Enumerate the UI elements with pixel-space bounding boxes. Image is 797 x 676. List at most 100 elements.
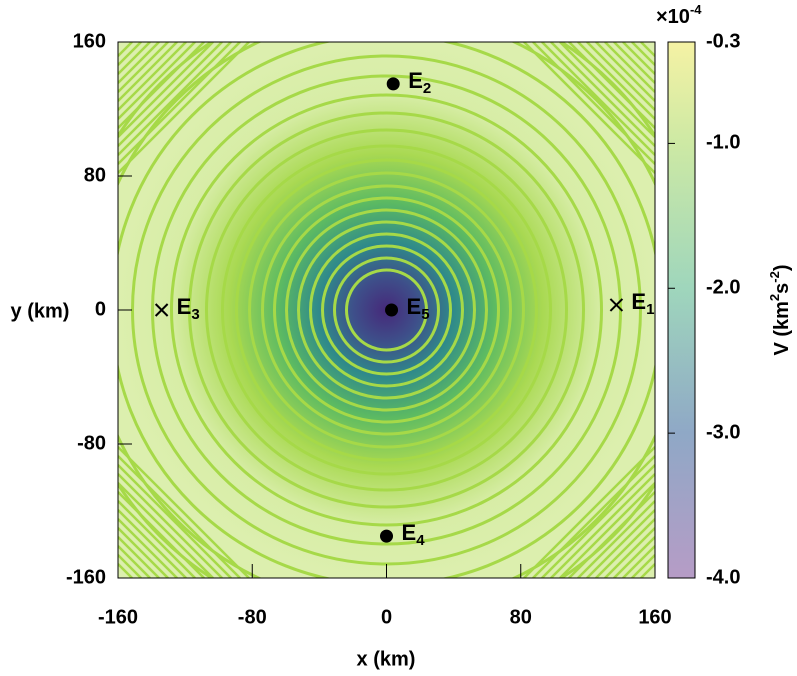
y-tick-label: 0 xyxy=(95,298,106,320)
contours xyxy=(118,42,655,578)
contour-line xyxy=(577,500,655,578)
contour-line xyxy=(118,42,151,75)
contour-line xyxy=(631,554,655,578)
contour-line xyxy=(622,545,655,578)
contour-line xyxy=(221,144,552,476)
contour-line xyxy=(321,244,452,376)
contour-line xyxy=(532,42,655,165)
contour-line xyxy=(345,268,428,352)
contour-line xyxy=(595,518,655,578)
colorbar-label: V (km2s-2) xyxy=(767,264,793,355)
contour-line xyxy=(613,536,655,578)
contour-line xyxy=(118,42,133,57)
colorbar-label-part: 2 xyxy=(767,294,782,301)
contour-line xyxy=(118,42,214,138)
point-name: E xyxy=(402,520,417,545)
contour-line xyxy=(586,42,655,111)
contour-line xyxy=(333,256,440,364)
colorbar-multiplier: ×10-4 xyxy=(656,2,702,28)
point-marker xyxy=(386,77,400,91)
contour-line xyxy=(118,42,178,102)
point-label: E2 xyxy=(408,68,431,97)
contour-line xyxy=(577,42,655,120)
contour-line xyxy=(118,455,241,578)
colorbar-tick-label: -4.0 xyxy=(706,566,740,588)
contour-line xyxy=(118,500,196,578)
contour-line xyxy=(309,232,464,388)
contour-line xyxy=(205,128,568,492)
colorbar-label-part: s xyxy=(771,283,793,294)
point-name: E xyxy=(407,294,422,319)
x-tick-label: -80 xyxy=(238,606,267,628)
contour-line xyxy=(532,455,655,578)
contour-line xyxy=(613,42,655,84)
contour-line xyxy=(550,473,655,578)
contour-line xyxy=(118,42,241,165)
x-tick-label: 160 xyxy=(638,606,671,628)
contour-line xyxy=(118,518,178,578)
contour-line xyxy=(261,184,512,436)
contour-line xyxy=(640,563,655,578)
y-tick-label: 80 xyxy=(84,164,106,186)
contour-line xyxy=(118,563,133,578)
colorbar-tick-label: -0.3 xyxy=(706,30,740,52)
contour-line xyxy=(559,482,655,578)
point-subscript: 5 xyxy=(421,306,429,323)
contour-line xyxy=(248,171,525,449)
contour-line xyxy=(604,527,655,578)
point-label: E4 xyxy=(402,520,426,549)
contour-line xyxy=(523,42,655,174)
colorbar-label-part: -2 xyxy=(767,271,782,283)
y-tick-label: 160 xyxy=(73,30,106,52)
contour-line xyxy=(118,536,160,578)
contour-line xyxy=(550,42,655,147)
contour-line xyxy=(188,111,585,509)
contour-line xyxy=(297,220,476,400)
multiplier-base: ×10 xyxy=(656,6,690,28)
contour-line xyxy=(118,473,223,578)
point-marker xyxy=(154,303,169,317)
y-axis-label: y (km) xyxy=(11,300,70,322)
contour-line xyxy=(118,42,187,111)
contour-line xyxy=(118,42,142,66)
colorbar-tick-label: -2.0 xyxy=(706,277,740,299)
colorbar-tick-label: -3.0 xyxy=(706,421,740,443)
colorbar-label-part: ) xyxy=(771,264,793,271)
x-tick-label: 80 xyxy=(510,606,532,628)
contour-line xyxy=(118,42,205,129)
contour-line xyxy=(559,42,655,138)
y-tick-label: -160 xyxy=(66,566,106,588)
contour-line xyxy=(118,464,232,578)
x-axis-label: x (km) xyxy=(357,648,416,670)
x-tick-label: 0 xyxy=(381,606,392,628)
point-name: E xyxy=(631,289,646,314)
contour-line xyxy=(118,554,142,578)
point-subscript: 2 xyxy=(423,80,431,97)
contour-line xyxy=(118,42,232,156)
point-subscript: 1 xyxy=(646,301,654,318)
y-tick-label: -80 xyxy=(77,432,106,454)
point-marker xyxy=(609,298,624,312)
point-name: E xyxy=(177,294,192,319)
contour-line xyxy=(595,42,655,102)
contour-line xyxy=(118,42,223,147)
point-subscript: 3 xyxy=(191,306,199,323)
contour-line xyxy=(523,446,655,578)
colorbar-tick-label: -1.0 xyxy=(706,132,740,154)
point-marker xyxy=(380,529,393,543)
contour-line xyxy=(118,491,205,578)
point-label: E5 xyxy=(407,294,430,323)
contour-line xyxy=(118,42,250,174)
contour-line xyxy=(541,42,655,156)
contour-line xyxy=(604,42,655,93)
contour-line xyxy=(273,196,500,424)
contour-line xyxy=(586,509,655,578)
contour-line xyxy=(118,42,169,93)
contour-line xyxy=(235,158,538,462)
point-label: E1 xyxy=(631,289,654,318)
contour-line xyxy=(118,482,214,578)
contour-line xyxy=(118,42,160,84)
colorbar-label-part: V (km xyxy=(771,301,793,355)
multiplier-exp: -4 xyxy=(690,2,702,17)
